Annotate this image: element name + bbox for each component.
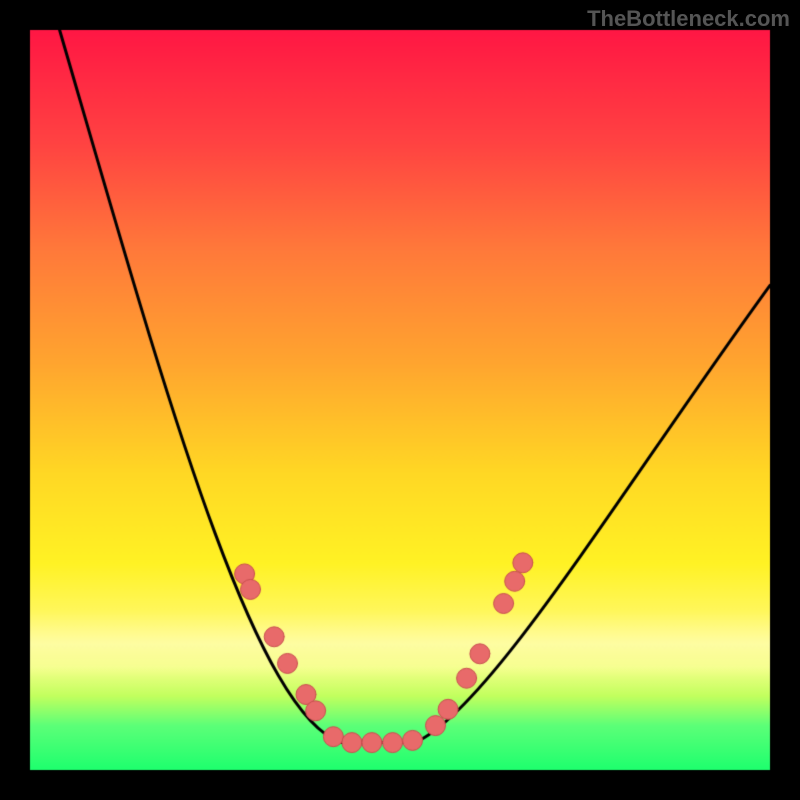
watermark-label: TheBottleneck.com: [587, 6, 790, 32]
bottleneck-chart: TheBottleneck.com: [0, 0, 800, 800]
chart-canvas: [0, 0, 800, 800]
